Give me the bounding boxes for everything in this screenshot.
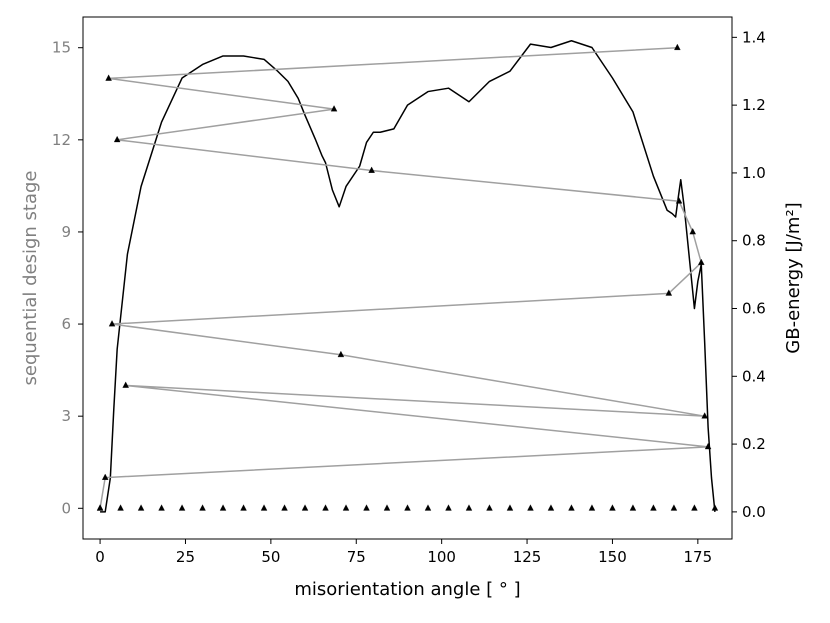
y-right-tick-label: 0.6 <box>742 300 766 318</box>
y-right-tick-label: 0.8 <box>742 232 766 250</box>
series-1-line <box>99 46 709 509</box>
series-2-marker <box>281 504 288 511</box>
series-1-marker <box>108 320 116 327</box>
series-2-marker <box>178 504 186 511</box>
series-2-marker <box>629 504 637 511</box>
x-tick-label: 50 <box>261 548 280 566</box>
y-left-tick-label: 15 <box>52 39 71 57</box>
y-left-tick-label: 12 <box>52 131 71 149</box>
series-1-marker <box>701 412 708 419</box>
y-right-tick-label: 0.4 <box>742 367 766 385</box>
x-tick-label: 125 <box>513 548 542 566</box>
series-2-marker <box>260 504 268 511</box>
y-left-tick-label: 9 <box>61 223 71 241</box>
x-tick-label: 0 <box>95 548 105 566</box>
series-1-marker <box>113 135 121 143</box>
series-1-marker <box>689 228 696 235</box>
series-2-marker <box>322 504 329 511</box>
series-2-marker <box>588 504 596 511</box>
series-2-marker <box>342 504 350 511</box>
x-tick-label: 100 <box>427 548 456 566</box>
series-2-marker <box>137 504 145 511</box>
series-2-marker <box>363 504 370 511</box>
x-tick-label: 25 <box>176 548 195 566</box>
series-2-marker <box>691 504 698 511</box>
series-1-marker <box>330 105 338 112</box>
series-2-marker <box>506 504 514 511</box>
series-2-marker <box>199 504 206 511</box>
y-right-tick-label: 1.0 <box>742 164 766 182</box>
series-1-marker <box>105 74 112 81</box>
x-axis-label: misorientation angle [ ° ] <box>294 579 520 600</box>
series-2-marker <box>301 504 309 511</box>
series-1-marker <box>698 258 705 265</box>
series-2-marker <box>711 504 719 511</box>
plot-frame <box>82 16 733 540</box>
series-2-marker <box>383 504 391 511</box>
series-0-line <box>100 39 716 513</box>
series-1-marker <box>674 43 681 51</box>
series-2-marker <box>445 504 452 511</box>
series-1-marker <box>101 473 109 480</box>
y-left-tick-label: 0 <box>61 499 71 517</box>
series-2-marker <box>158 504 165 511</box>
series-2-marker <box>527 504 534 511</box>
series-2-marker <box>609 504 616 511</box>
series-2-marker <box>219 504 227 511</box>
y-left-axis-label: sequential design stage <box>20 171 41 386</box>
x-tick-label: 175 <box>684 548 713 566</box>
series-2-marker <box>240 504 247 511</box>
series-2-marker <box>96 504 104 511</box>
series-2-marker <box>650 504 657 511</box>
series-2-marker <box>404 504 411 511</box>
series-2-marker <box>568 504 575 511</box>
series-2-marker <box>424 504 432 511</box>
x-tick-label: 150 <box>598 548 627 566</box>
y-left-tick-label: 6 <box>61 315 71 333</box>
axis-layer: 0 25 50 75 100 125 150 175 0 3 6 9 12 15 0.0 0.2 0.4 0.6 0… <box>52 28 766 566</box>
y-right-tick-label: 0.0 <box>742 503 766 521</box>
series-1-marker <box>368 166 375 173</box>
series-2-marker <box>670 504 678 511</box>
series-2-marker <box>117 504 124 511</box>
y-right-tick-label: 0.2 <box>742 435 766 453</box>
y-right-tick-label: 1.2 <box>742 96 766 114</box>
series-1-marker <box>337 350 345 358</box>
plot-layer <box>96 39 719 513</box>
series-1-marker <box>675 197 683 204</box>
y-right-tick-label: 1.4 <box>742 28 766 46</box>
series-2-marker <box>465 504 473 511</box>
x-tick-label: 75 <box>347 548 366 566</box>
series-2-marker <box>547 504 555 511</box>
y-right-axis-label: GB-energy [J/m²] <box>783 202 804 353</box>
y-left-tick-label: 3 <box>61 407 71 425</box>
series-2-marker <box>486 504 493 511</box>
series-1-marker <box>122 381 129 388</box>
series-1-marker <box>704 442 712 450</box>
series-1-marker <box>665 289 673 296</box>
